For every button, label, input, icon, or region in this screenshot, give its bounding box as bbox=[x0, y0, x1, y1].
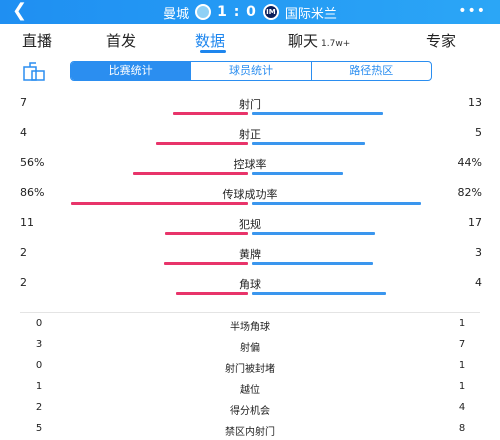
match-score: 1 : 0 bbox=[217, 4, 257, 20]
bar-stat-row: 2 角球 4 bbox=[0, 276, 500, 306]
bar-stat-row: 4 射正 5 bbox=[0, 126, 500, 156]
divider bbox=[20, 312, 480, 313]
away-value: 4 bbox=[458, 402, 466, 413]
home-bar bbox=[176, 292, 248, 295]
away-value: 5 bbox=[475, 126, 482, 139]
list-stat-row: 1 越位 1 bbox=[0, 381, 500, 401]
home-value: 11 bbox=[20, 216, 34, 229]
bar-stat-row: 2 黄牌 3 bbox=[0, 246, 500, 276]
chevron-left-icon[interactable]: ❮ bbox=[12, 0, 28, 21]
away-bar bbox=[252, 202, 421, 205]
away-team-badge-icon: IM bbox=[262, 4, 279, 20]
stats-segment-control: 比赛统计 球员统计 路径热区 bbox=[70, 61, 432, 81]
away-value: 7 bbox=[458, 339, 466, 350]
tab-chat[interactable]: 聊天 1.7w+ bbox=[288, 30, 350, 51]
bar-stat-row: 56% 控球率 44% bbox=[0, 156, 500, 186]
stat-label: 犯规 bbox=[239, 218, 261, 231]
home-value: 56% bbox=[20, 156, 45, 169]
stat-label: 射正 bbox=[239, 128, 261, 141]
away-value: 1 bbox=[458, 318, 466, 329]
home-value: 3 bbox=[35, 339, 43, 350]
bar-stat-row: 7 射门 13 bbox=[0, 96, 500, 126]
stat-label: 得分机会 bbox=[230, 406, 270, 417]
home-bar bbox=[163, 262, 248, 265]
bar-stat-row: 11 犯规 17 bbox=[0, 216, 500, 246]
stat-label: 射门被封堵 bbox=[225, 364, 275, 375]
away-value: 13 bbox=[468, 96, 482, 109]
segment-player-stats[interactable]: 球员统计 bbox=[191, 62, 312, 80]
home-value: 1 bbox=[35, 381, 43, 392]
away-value: 8 bbox=[458, 423, 466, 434]
away-bar bbox=[252, 292, 386, 295]
away-value: 17 bbox=[468, 216, 482, 229]
away-value: 1 bbox=[458, 360, 466, 371]
away-bar bbox=[252, 172, 343, 175]
stat-label: 角球 bbox=[239, 278, 261, 291]
home-value: 2 bbox=[35, 402, 43, 413]
away-value: 3 bbox=[475, 246, 482, 259]
stat-label: 射偏 bbox=[240, 343, 260, 354]
tab-data[interactable]: 数据 bbox=[195, 32, 226, 50]
away-bar bbox=[252, 112, 383, 115]
stat-label: 黄牌 bbox=[239, 248, 261, 261]
more-dots-icon[interactable]: ••• bbox=[458, 3, 486, 19]
tab-experts[interactable]: 专家 bbox=[426, 32, 457, 50]
stat-label: 禁区内射门 bbox=[225, 427, 275, 438]
home-bar bbox=[132, 172, 248, 175]
home-value: 7 bbox=[20, 96, 27, 109]
away-team-name: 国际米兰 bbox=[284, 6, 337, 22]
segment-match-stats[interactable]: 比赛统计 bbox=[71, 62, 192, 80]
home-value: 4 bbox=[20, 126, 27, 139]
away-value: 1 bbox=[458, 381, 466, 392]
top-bar: ❮ 曼城 1 : 0 IM 国际米兰 ••• bbox=[0, 0, 500, 24]
list-stat-row: 0 半场角球 1 bbox=[0, 318, 500, 338]
tab-live[interactable]: 直播 bbox=[22, 32, 53, 50]
tab-lineup[interactable]: 首发 bbox=[106, 32, 137, 50]
away-bar bbox=[252, 142, 365, 145]
away-bar bbox=[252, 232, 375, 235]
list-stat-row: 0 射门被封堵 1 bbox=[0, 360, 500, 380]
home-bar bbox=[70, 202, 248, 205]
home-value: 5 bbox=[35, 423, 43, 434]
bar-stat-row: 86% 传球成功率 82% bbox=[0, 186, 500, 216]
stat-label: 传球成功率 bbox=[222, 188, 278, 201]
stat-label: 越位 bbox=[240, 385, 260, 396]
stat-label: 半场角球 bbox=[230, 322, 270, 333]
active-tab-indicator bbox=[200, 50, 226, 53]
home-bar bbox=[173, 112, 248, 115]
home-value: 2 bbox=[20, 246, 27, 259]
home-bar bbox=[155, 142, 248, 145]
list-stat-row: 5 禁区内射门 8 bbox=[0, 423, 500, 440]
away-value: 44% bbox=[457, 156, 482, 169]
tab-chat-label: 聊天 bbox=[288, 32, 319, 50]
home-team-name: 曼城 bbox=[163, 6, 190, 22]
home-value: 86% bbox=[20, 186, 45, 199]
list-stat-row: 3 射偏 7 bbox=[0, 339, 500, 359]
away-value: 82% bbox=[457, 186, 482, 199]
home-team-badge-icon bbox=[195, 4, 212, 20]
share-icon[interactable] bbox=[22, 62, 46, 82]
match-header: 曼城 1 : 0 IM 国际米兰 bbox=[0, 0, 500, 24]
home-value: 2 bbox=[20, 276, 27, 289]
away-value: 4 bbox=[475, 276, 482, 289]
home-value: 0 bbox=[35, 360, 43, 371]
main-tabs: 直播 首发 数据 聊天 1.7w+ 专家 bbox=[0, 24, 500, 56]
chat-count: 1.7w+ bbox=[321, 39, 351, 49]
stat-label: 射门 bbox=[239, 98, 261, 111]
stat-label: 控球率 bbox=[233, 158, 267, 171]
away-bar bbox=[252, 262, 374, 265]
segment-heatmap[interactable]: 路径热区 bbox=[349, 64, 394, 77]
list-stat-row: 2 得分机会 4 bbox=[0, 402, 500, 422]
home-value: 0 bbox=[35, 318, 43, 329]
home-bar bbox=[165, 232, 248, 235]
